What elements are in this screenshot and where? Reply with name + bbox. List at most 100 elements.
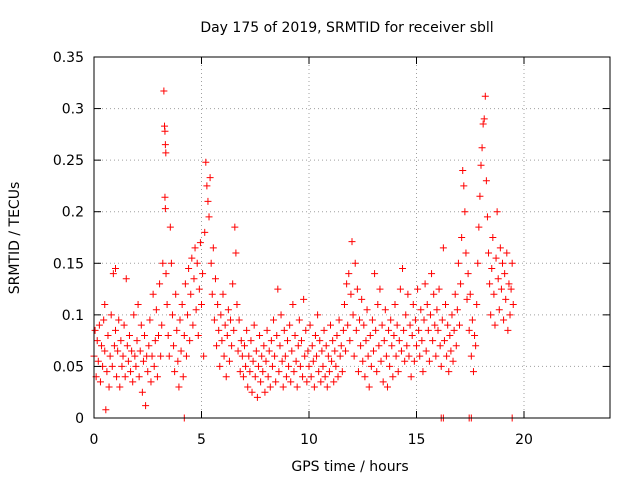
x-tick-label: 5: [197, 432, 206, 448]
data-point-marker: [454, 259, 462, 267]
data-point-marker: [270, 316, 278, 324]
data-point-marker: [496, 244, 504, 252]
data-point-marker: [175, 383, 183, 391]
data-point-marker: [224, 306, 232, 314]
data-point-marker: [373, 368, 381, 376]
data-point-marker: [138, 388, 146, 396]
data-point-marker: [424, 326, 432, 334]
data-point-marker: [448, 311, 456, 319]
data-point-marker: [262, 357, 270, 365]
data-point-marker: [368, 316, 376, 324]
data-point-marker: [180, 331, 188, 339]
data-point-marker: [365, 383, 373, 391]
data-point-marker: [445, 368, 453, 376]
data-point-marker: [225, 357, 233, 365]
data-point-marker: [156, 280, 164, 288]
data-point-marker: [127, 368, 135, 376]
data-point-marker: [265, 347, 273, 355]
data-point-marker: [158, 321, 166, 329]
data-point-marker: [305, 362, 313, 370]
data-point-marker: [178, 301, 186, 309]
data-point-marker: [367, 362, 375, 370]
data-point-marker: [351, 259, 359, 267]
data-point-marker: [199, 270, 207, 278]
data-point-marker: [184, 311, 192, 319]
data-point-marker: [290, 368, 298, 376]
data-point-marker: [345, 270, 353, 278]
data-point-marker: [325, 368, 333, 376]
data-point-marker: [301, 352, 309, 360]
data-point-marker: [161, 127, 169, 135]
data-point-marker: [429, 337, 437, 345]
data-point-marker: [217, 311, 225, 319]
data-point-marker: [330, 378, 338, 386]
data-point-marker: [100, 316, 108, 324]
data-point-marker: [333, 331, 341, 339]
data-point-marker: [202, 158, 210, 166]
data-point-marker: [473, 301, 481, 309]
data-point-marker: [153, 373, 161, 381]
data-point-marker: [110, 342, 118, 350]
data-point-marker: [366, 331, 374, 339]
data-point-marker: [390, 331, 398, 339]
data-point-marker: [259, 368, 267, 376]
data-point-marker: [436, 342, 444, 350]
data-point-marker: [463, 295, 471, 303]
data-point-marker: [353, 285, 361, 293]
data-point-marker: [128, 347, 136, 355]
data-point-marker: [340, 301, 348, 309]
data-point-marker: [241, 342, 248, 350]
data-point-marker: [358, 295, 366, 303]
data-point-marker: [146, 316, 154, 324]
data-point-marker: [327, 321, 334, 329]
data-point-marker: [440, 337, 448, 345]
data-point-marker: [114, 347, 122, 355]
data-point-marker: [113, 373, 121, 381]
data-point-marker: [505, 280, 513, 288]
data-point-marker: [457, 280, 465, 288]
data-point-marker: [220, 352, 228, 360]
data-point-marker: [125, 331, 133, 339]
data-point-marker: [121, 373, 129, 381]
data-point-marker: [192, 306, 200, 314]
data-point-marker: [151, 337, 159, 345]
data-point-marker: [493, 208, 501, 216]
data-point-marker: [277, 311, 285, 319]
data-point-marker: [182, 352, 190, 360]
data-point-marker: [167, 259, 175, 267]
data-point-marker: [273, 331, 281, 339]
data-point-marker: [187, 290, 195, 298]
data-point-marker: [112, 326, 119, 334]
data-point-marker: [242, 362, 250, 370]
data-point-marker: [203, 182, 211, 190]
data-point-marker: [234, 347, 242, 355]
data-point-marker: [103, 368, 111, 376]
data-point-marker: [465, 326, 473, 334]
data-point-marker: [315, 368, 323, 376]
data-point-marker: [237, 337, 245, 345]
data-point-marker: [509, 301, 517, 309]
data-point-marker: [489, 234, 497, 241]
data-point-marker: [426, 311, 434, 319]
data-point-marker: [162, 149, 170, 157]
data-point-marker: [133, 337, 141, 345]
data-point-marker: [106, 352, 114, 360]
data-point-marker: [161, 141, 169, 149]
data-point-marker: [137, 321, 145, 329]
data-point-marker: [474, 259, 482, 267]
data-point-marker: [378, 321, 386, 329]
data-point-marker: [381, 306, 389, 314]
data-point-marker: [271, 352, 279, 360]
data-point-marker: [109, 270, 117, 278]
data-point-marker: [112, 264, 119, 272]
data-point-marker: [483, 213, 491, 221]
data-point-marker: [491, 321, 499, 329]
data-point-marker: [209, 244, 217, 252]
data-point-marker: [232, 249, 240, 257]
data-point-marker: [256, 331, 264, 339]
data-point-marker: [408, 331, 416, 339]
data-point-marker: [450, 326, 458, 334]
data-point-marker: [344, 321, 352, 329]
data-point-marker: [236, 368, 244, 376]
data-point-marker: [280, 326, 288, 334]
